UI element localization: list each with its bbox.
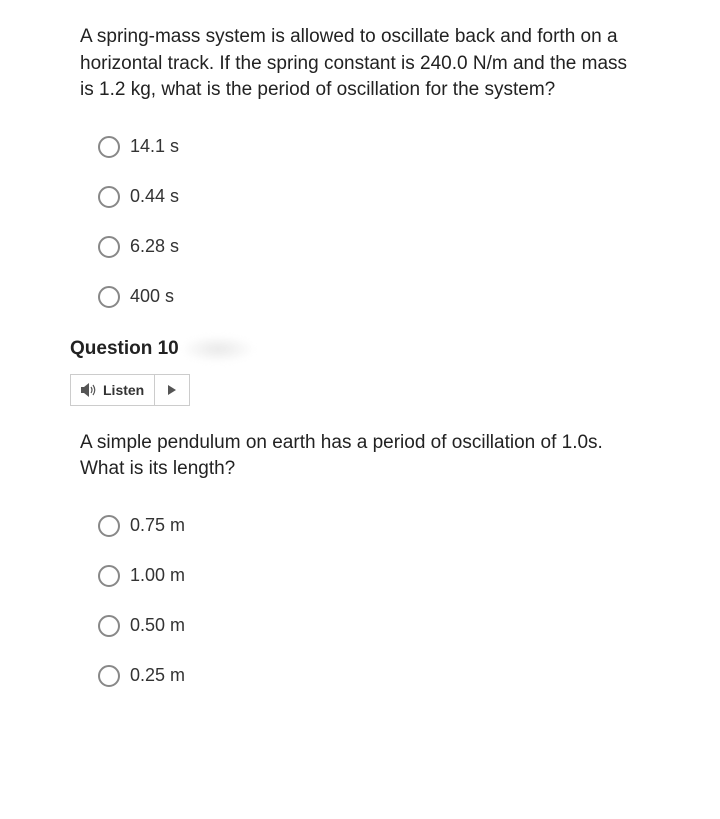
radio-circle-icon (98, 236, 120, 258)
listen-play-section (155, 375, 189, 405)
question-10-block: A simple pendulum on earth has a period … (80, 430, 640, 687)
option-radio[interactable]: 14.1 s (98, 136, 640, 158)
option-label: 14.1 s (130, 136, 179, 157)
speaker-icon (81, 383, 97, 397)
option-label: 6.28 s (130, 236, 179, 257)
radio-circle-icon (98, 515, 120, 537)
option-label: 0.44 s (130, 186, 179, 207)
question-9-text: A spring-mass system is allowed to oscil… (80, 24, 640, 104)
option-radio[interactable]: 0.25 m (98, 665, 640, 687)
option-label: 0.50 m (130, 615, 185, 636)
question-number-label: Question 10 (70, 338, 179, 360)
option-radio[interactable]: 400 s (98, 286, 640, 308)
option-radio[interactable]: 6.28 s (98, 236, 640, 258)
question-10-text: A simple pendulum on earth has a period … (80, 430, 640, 483)
listen-label: Listen (103, 382, 144, 398)
radio-circle-icon (98, 665, 120, 687)
question-10-options: 0.75 m 1.00 m 0.50 m 0.25 m (98, 515, 640, 687)
question-9-options: 14.1 s 0.44 s 6.28 s 400 s (98, 136, 640, 308)
option-label: 0.75 m (130, 515, 185, 536)
option-radio[interactable]: 0.50 m (98, 615, 640, 637)
listen-button[interactable]: Listen (70, 374, 190, 406)
radio-circle-icon (98, 565, 120, 587)
option-label: 400 s (130, 286, 174, 307)
radio-circle-icon (98, 136, 120, 158)
redacted-points-area (183, 336, 253, 362)
question-9-block: A spring-mass system is allowed to oscil… (80, 24, 640, 308)
radio-circle-icon (98, 615, 120, 637)
radio-circle-icon (98, 186, 120, 208)
option-label: 0.25 m (130, 665, 185, 686)
listen-button-left: Listen (71, 375, 154, 405)
option-label: 1.00 m (130, 565, 185, 586)
option-radio[interactable]: 1.00 m (98, 565, 640, 587)
option-radio[interactable]: 0.44 s (98, 186, 640, 208)
play-icon (167, 385, 177, 395)
option-radio[interactable]: 0.75 m (98, 515, 640, 537)
question-10-header: Question 10 (70, 336, 640, 362)
radio-circle-icon (98, 286, 120, 308)
